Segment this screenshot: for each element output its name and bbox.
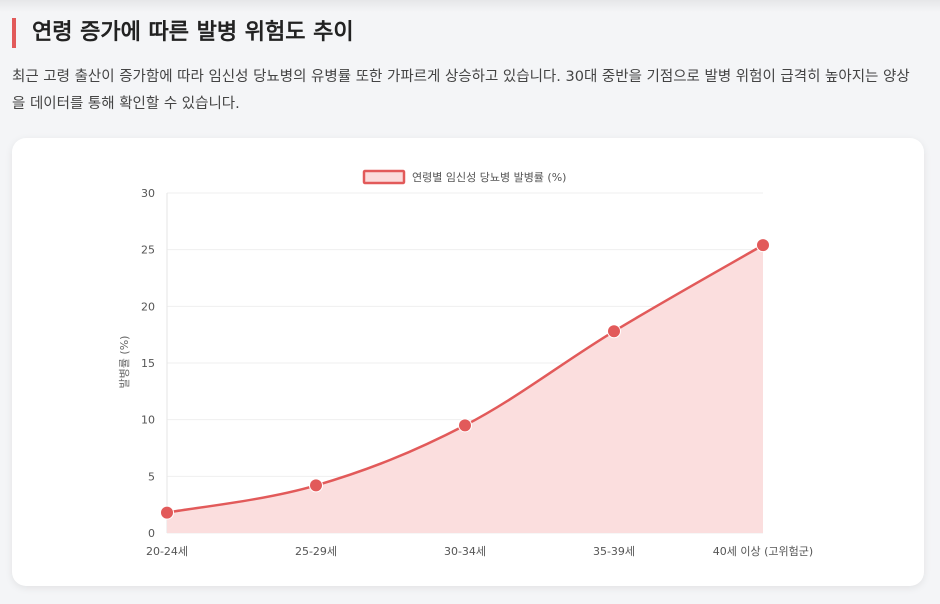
legend[interactable]: 연령별 임신성 당뇨병 발병률 (%) — [362, 169, 566, 185]
x-axis-ticks: 20-24세 25-29세 30-34세 35-39세 40세 이상 (고위험군) — [146, 545, 813, 558]
data-point[interactable] — [309, 478, 323, 493]
y-tick-label: 10 — [141, 414, 155, 427]
x-tick-label: 40세 이상 (고위험군) — [713, 545, 813, 558]
legend-label[interactable]: 연령별 임신성 당뇨병 발병률 (%) — [412, 171, 566, 184]
data-point[interactable] — [607, 324, 621, 339]
y-tick-label: 15 — [141, 357, 155, 370]
area-layer — [167, 245, 763, 533]
line-chart: 0 5 10 15 20 25 30 20-24세 25-29세 30-34세 35-39세 40세… — [118, 169, 813, 558]
y-tick-label: 20 — [141, 300, 155, 313]
y-axis-label: 발병률 (%) — [118, 336, 131, 389]
legend-swatch[interactable] — [362, 169, 406, 185]
y-tick-label: 0 — [148, 527, 155, 540]
data-point[interactable] — [160, 505, 174, 520]
header-shadow — [0, 0, 940, 12]
y-tick-label: 5 — [148, 470, 155, 483]
y-tick-label: 30 — [141, 187, 155, 200]
chart-card: 0 5 10 15 20 25 30 20-24세 25-29세 30-34세 35-39세 40세… — [12, 138, 924, 586]
x-tick-label: 20-24세 — [146, 545, 188, 558]
x-tick-label: 30-34세 — [444, 545, 486, 558]
y-axis-ticks: 0 5 10 15 20 25 30 — [141, 187, 155, 540]
y-tick-label: 25 — [141, 244, 155, 257]
section-title: 연령 증가에 따른 발병 위험도 추이 — [12, 18, 354, 48]
data-point[interactable] — [756, 238, 770, 253]
data-point[interactable] — [458, 418, 472, 433]
point-layer — [160, 238, 770, 520]
x-tick-label: 35-39세 — [593, 545, 635, 558]
series-area — [167, 245, 763, 533]
section-description: 최근 고령 출산이 증가함에 따라 임신성 당뇨병의 유병률 또한 가파르게 상… — [12, 69, 910, 112]
x-tick-label: 25-29세 — [295, 545, 337, 558]
